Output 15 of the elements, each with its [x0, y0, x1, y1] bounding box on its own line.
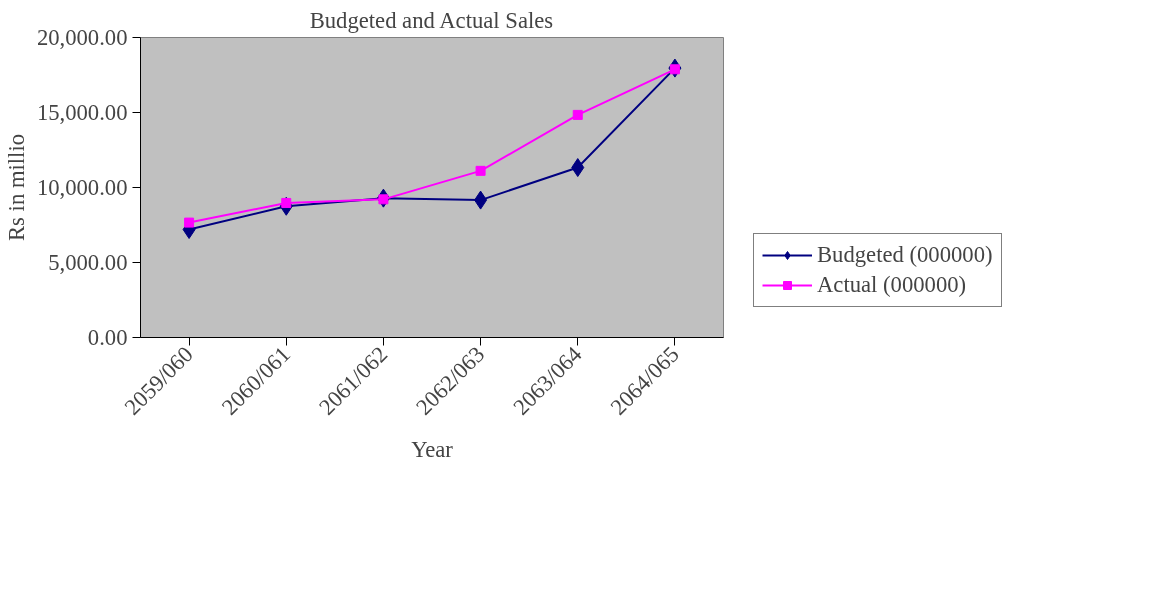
- point: [474, 190, 488, 210]
- chart-title: Budgeted and Actual Sales: [309, 7, 554, 33]
- y-tick-label: 10,000.00: [36, 175, 128, 200]
- point: [572, 109, 583, 120]
- legend-label: Actual (000000): [817, 272, 967, 298]
- x-axis-title: Year: [411, 436, 454, 462]
- y-tick-label: 15,000.00: [36, 100, 128, 125]
- point: [184, 217, 195, 228]
- point: [475, 165, 486, 176]
- legend-label: Budgeted (000000): [817, 242, 993, 268]
- y-tick-label: 5,000.00: [48, 250, 128, 275]
- y-axis-title: Rs in millio: [3, 133, 29, 241]
- point: [571, 158, 585, 178]
- y-tick-label: 0.00: [87, 325, 128, 350]
- y-tick-label: 20,000.00: [36, 25, 128, 50]
